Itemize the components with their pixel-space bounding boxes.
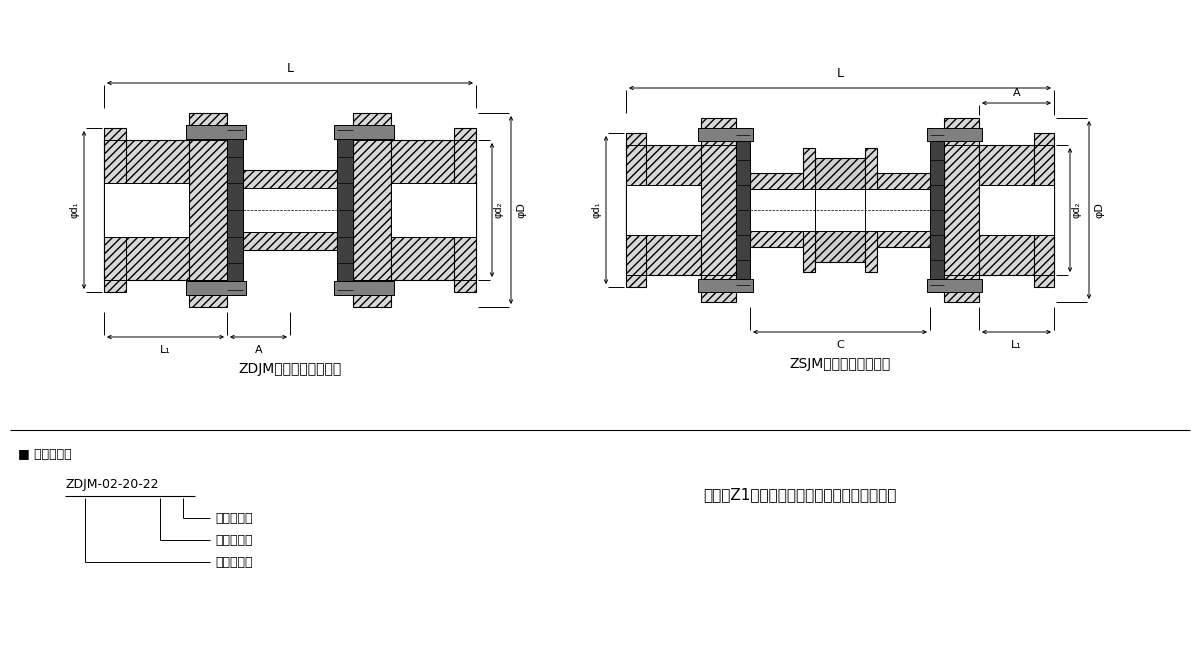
Text: A: A: [1013, 88, 1020, 98]
Text: φD: φD: [1094, 202, 1104, 218]
Bar: [930, 135, 944, 285]
Bar: [334, 125, 394, 139]
Bar: [227, 130, 242, 290]
Bar: [626, 133, 646, 287]
Text: L: L: [836, 67, 844, 80]
Bar: [928, 279, 982, 292]
Bar: [626, 145, 701, 275]
Bar: [190, 113, 227, 307]
Text: φd₁: φd₁: [592, 201, 601, 218]
Text: φd₁: φd₁: [70, 201, 79, 218]
Text: φD: φD: [516, 202, 526, 218]
Text: 替代带Z1型胀套的弹性膜片联轴器的最佳选择: 替代带Z1型胀套的弹性膜片联轴器的最佳选择: [703, 487, 896, 502]
Bar: [186, 281, 246, 295]
Text: ZSJM型弹性膜片联轴器: ZSJM型弹性膜片联轴器: [790, 357, 890, 371]
Text: ZDJM型弹性膜片联轴器: ZDJM型弹性膜片联轴器: [239, 362, 342, 376]
Bar: [815, 189, 865, 231]
Text: C: C: [836, 340, 844, 350]
Bar: [698, 128, 754, 141]
Bar: [242, 170, 337, 250]
Bar: [242, 188, 337, 232]
Bar: [944, 118, 979, 302]
Bar: [337, 130, 353, 290]
Bar: [803, 148, 815, 272]
Bar: [391, 140, 476, 280]
Text: L₁: L₁: [1012, 340, 1022, 350]
Bar: [928, 128, 982, 141]
Bar: [353, 113, 391, 307]
Bar: [698, 279, 754, 292]
Bar: [454, 128, 476, 292]
Bar: [979, 145, 1054, 275]
Bar: [1034, 133, 1054, 287]
Bar: [865, 148, 877, 272]
Bar: [104, 183, 190, 237]
Text: 型号及规格: 型号及规格: [215, 555, 252, 568]
Bar: [104, 128, 126, 292]
Text: ZDJM-02-20-22: ZDJM-02-20-22: [65, 478, 158, 491]
Bar: [104, 140, 190, 280]
Text: 主动轴轴径: 主动轴轴径: [215, 534, 252, 547]
Bar: [186, 125, 246, 139]
Text: L: L: [287, 62, 294, 75]
Bar: [736, 135, 750, 285]
Bar: [750, 189, 930, 231]
Text: A: A: [254, 345, 263, 355]
Text: φd₂: φd₂: [494, 201, 504, 218]
Text: L₁: L₁: [160, 345, 170, 355]
Bar: [391, 183, 476, 237]
Text: ■ 标记示例：: ■ 标记示例：: [18, 448, 72, 461]
Text: φd₂: φd₂: [1072, 201, 1082, 218]
Bar: [979, 185, 1054, 235]
Text: 从动轴轴径: 从动轴轴径: [215, 511, 252, 525]
Bar: [815, 158, 865, 262]
Bar: [626, 185, 701, 235]
Bar: [701, 118, 736, 302]
Bar: [750, 173, 930, 247]
Bar: [334, 281, 394, 295]
